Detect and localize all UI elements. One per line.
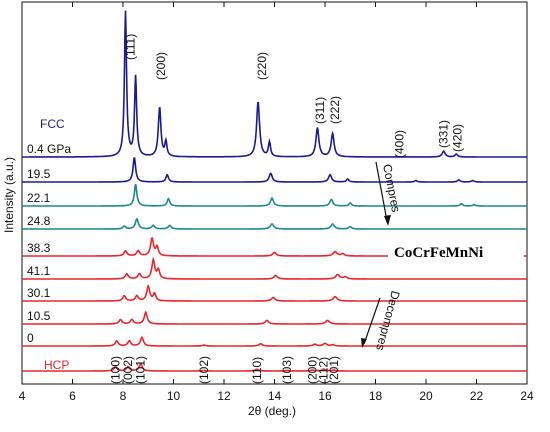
pressure-label: 22.1: [27, 191, 51, 205]
x-tick-label: 6: [69, 389, 76, 403]
fcc-peak-label: (420): [451, 124, 465, 152]
x-tick-label: 22: [470, 389, 484, 403]
series-line-0: [22, 10, 527, 158]
alloy-label-background: [388, 236, 524, 266]
plot-frame: [21, 1, 528, 385]
pressure-label: 41.1: [27, 264, 51, 278]
x-tick-label: 12: [217, 389, 231, 403]
pressure-labels-group: 0.4 GPa 19.5 22.1 24.8 38.3 41.1 30.1 10.5 0: [27, 142, 71, 345]
x-tick-label: 4: [19, 389, 26, 403]
hcp-peak-label: (110): [250, 357, 264, 384]
compress-arrow: [375, 161, 391, 226]
x-tick-label: 18: [369, 389, 383, 403]
fcc-peak-label: (311): [313, 97, 327, 124]
series-line-8: [22, 336, 527, 347]
pressure-label: 30.1: [27, 286, 51, 300]
hcp-peak-label: (201): [327, 356, 341, 384]
hcp-peak-label: (002): [121, 356, 135, 384]
x-tick-label: 10: [167, 389, 181, 403]
hcp-peak-label: (103): [280, 356, 294, 384]
peak-labels-group: (111) (200) (220) (311) (222) (400) (331) (420)…: [108, 34, 464, 384]
pressure-label: 10.5: [27, 309, 51, 323]
hcp-peak-label: (100): [108, 356, 122, 384]
alloy-label: CoCrFeMnNi: [394, 245, 483, 261]
series-line-9: [22, 362, 527, 372]
pressure-label: 0.4 GPa: [27, 142, 71, 156]
hcp-peak-label: (112): [317, 357, 331, 384]
fcc-phase-label: FCC: [40, 117, 65, 131]
series-line-6: [22, 284, 527, 302]
decompress-arrow: [361, 297, 381, 348]
fcc-peak-label: (111): [124, 34, 138, 60]
fcc-peak-label: (331): [437, 120, 451, 148]
pressure-label: 19.5: [27, 167, 51, 181]
fcc-peak-label: (200): [154, 52, 168, 80]
x-tick-label: 8: [120, 389, 127, 403]
series-line-3: [22, 218, 527, 230]
x-tick-label: 24: [520, 389, 534, 403]
series-line-5: [22, 256, 527, 280]
hcp-phase-label: HCP: [44, 358, 69, 372]
x-tick-label: 20: [419, 389, 433, 403]
fcc-peak-label: (220): [255, 52, 269, 80]
y-axis-title: Intensity (a.u.): [2, 157, 16, 233]
hcp-peak-label: (200): [305, 356, 319, 384]
x-ticks-group: 4 6 8 10 12 14 16 18 20 22 24: [19, 2, 534, 403]
x-tick-label: 14: [268, 389, 282, 403]
x-axis-title: 2θ (deg.): [248, 404, 296, 418]
fcc-peak-label: (222): [328, 96, 342, 124]
traces-group: [22, 10, 527, 372]
fcc-peak-label: (400): [393, 130, 407, 158]
decompress-label: Decompres: [373, 289, 402, 352]
pressure-label: 38.3: [27, 241, 51, 255]
hcp-peak-label: (102): [197, 356, 211, 384]
series-line-1: [22, 157, 527, 183]
series-line-2: [22, 184, 527, 207]
pressure-label: 24.8: [27, 214, 51, 228]
pressure-label: 0: [27, 331, 34, 345]
series-line-7: [22, 310, 527, 325]
hcp-peak-label: (101): [134, 356, 148, 384]
x-tick-label: 16: [318, 389, 332, 403]
